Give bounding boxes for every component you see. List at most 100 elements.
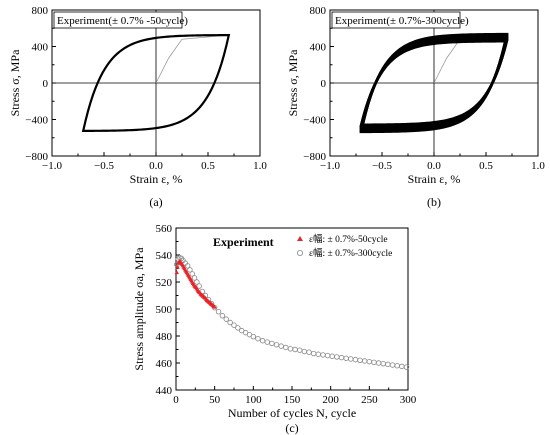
- data-point-300cycle: [320, 352, 326, 358]
- data-point-300cycle: [235, 325, 241, 331]
- panel-label: (a): [149, 195, 162, 209]
- data-point-300cycle: [184, 263, 191, 269]
- data-point-300cycle: [329, 353, 335, 359]
- data-point-300cycle: [227, 319, 233, 326]
- data-point-300cycle: [231, 322, 237, 328]
- data-point-300cycle: [259, 338, 266, 344]
- x-tick-label: 200: [322, 394, 339, 406]
- data-point-300cycle: [196, 283, 202, 289]
- y-tick-label: −800: [25, 151, 48, 163]
- data-point-300cycle: [297, 347, 303, 353]
- data-point-300cycle: [269, 340, 275, 347]
- data-point-300cycle: [306, 349, 312, 355]
- x-tick-label: −0.5: [372, 160, 392, 172]
- x-tick-label: 0.0: [149, 160, 163, 172]
- data-point-50cycle: [174, 270, 179, 275]
- data-point-300cycle: [310, 350, 317, 357]
- x-tick-label: −1.0: [320, 160, 340, 172]
- data-point-300cycle: [399, 363, 405, 370]
- x-tick-label: 1.0: [253, 160, 267, 172]
- x-axis-label: Strain ε, %: [130, 172, 183, 186]
- y-tick-label: 0: [43, 78, 49, 90]
- hysteresis-loop: [81, 33, 231, 133]
- x-tick-label: 1.0: [531, 160, 545, 172]
- legend-label-50cycle: ε幅: ± 0.7%-50cycle: [309, 233, 388, 245]
- data-point-300cycle: [366, 358, 373, 365]
- x-tick-label: 150: [284, 394, 301, 406]
- data-point-300cycle: [191, 275, 198, 281]
- data-point-300cycle: [255, 336, 261, 342]
- hysteresis-loop: [359, 39, 509, 127]
- data-point-300cycle: [385, 361, 391, 368]
- y-tick-label: 440: [156, 385, 173, 397]
- y-tick-label: −400: [303, 115, 326, 127]
- y-axis-label: Stress σ, MPa: [286, 49, 300, 116]
- legend-text: Experiment(± 0.7% -50cycle): [57, 15, 188, 27]
- data-point-300cycle: [371, 359, 377, 366]
- x-tick-label: 0.0: [427, 160, 441, 172]
- data-point-300cycle: [301, 348, 308, 355]
- y-tick-label: −400: [25, 115, 48, 127]
- y-axis-label: Stress σ, MPa: [8, 49, 22, 116]
- data-point-300cycle: [394, 363, 400, 369]
- y-tick-label: 800: [32, 5, 49, 17]
- data-point-300cycle: [194, 279, 200, 285]
- x-axis-label: Strain ε, %: [408, 172, 461, 186]
- plot-title: Experiment: [213, 235, 274, 249]
- legend-marker-50cycle: [297, 236, 303, 241]
- data-point-300cycle: [361, 358, 368, 364]
- y-tick-label: 480: [156, 331, 173, 343]
- initial-loading-curve: [155, 34, 229, 84]
- data-point-300cycle: [403, 364, 410, 370]
- legend-text: Experiment(± 0.7%-300cycle): [335, 15, 469, 27]
- data-point-300cycle: [348, 356, 354, 362]
- data-point-300cycle: [189, 271, 195, 277]
- panel-label: (c): [285, 421, 298, 435]
- data-point-300cycle: [324, 352, 331, 359]
- data-point-300cycle: [187, 267, 193, 273]
- data-point-300cycle: [219, 313, 226, 319]
- legend-box: [53, 11, 183, 29]
- x-tick-label: 0.5: [479, 160, 493, 172]
- x-tick-label: 250: [361, 394, 378, 406]
- x-tick-label: 100: [245, 394, 262, 406]
- data-point-300cycle: [375, 360, 382, 366]
- x-tick-label: 50: [209, 394, 221, 406]
- x-tick-label: 300: [400, 394, 417, 406]
- data-point-300cycle: [292, 346, 298, 353]
- x-tick-label: −1.0: [42, 160, 62, 172]
- y-tick-label: 520: [156, 277, 173, 289]
- data-point-300cycle: [223, 316, 229, 322]
- y-tick-label: −800: [303, 151, 326, 163]
- data-point-300cycle: [357, 357, 363, 363]
- data-point-300cycle: [343, 355, 349, 361]
- x-tick-label: 0: [173, 394, 179, 406]
- x-tick-label: −0.5: [94, 160, 114, 172]
- y-tick-label: 560: [156, 223, 173, 235]
- data-point-300cycle: [278, 343, 284, 349]
- data-point-300cycle: [380, 360, 386, 367]
- data-point-300cycle: [338, 354, 345, 361]
- data-point-300cycle: [215, 309, 222, 315]
- data-point-300cycle: [283, 344, 289, 351]
- y-tick-label: 800: [310, 5, 327, 17]
- y-tick-label: 500: [156, 304, 173, 316]
- legend-marker-300cycle: [296, 249, 303, 256]
- y-axis-label: Stress amplitude σa, MPa: [132, 247, 146, 371]
- data-point-300cycle: [315, 351, 321, 357]
- data-point-50cycle: [175, 264, 180, 269]
- legend-box: [331, 11, 461, 29]
- y-tick-label: 0: [321, 78, 327, 90]
- data-point-300cycle: [389, 362, 396, 368]
- y-tick-label: 540: [156, 250, 173, 262]
- x-axis-label: Number of cycles N, cycle: [228, 406, 356, 420]
- legend-label-300cycle: ε幅: ± 0.7%-300cycle: [309, 247, 392, 259]
- data-point-300cycle: [250, 333, 257, 340]
- data-point-50cycle: [212, 304, 217, 309]
- y-tick-label: 400: [32, 42, 49, 54]
- data-point-300cycle: [273, 342, 280, 348]
- data-point-300cycle: [352, 356, 359, 363]
- y-tick-label: 400: [310, 42, 327, 54]
- panel-label: (b): [427, 195, 441, 209]
